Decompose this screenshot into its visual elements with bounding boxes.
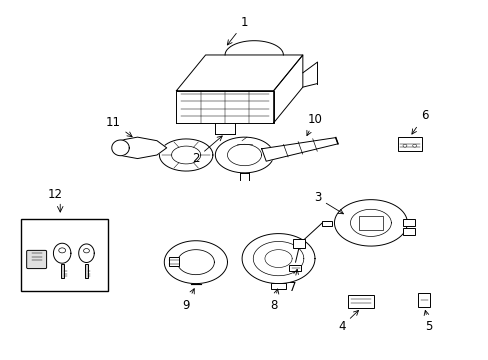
Text: 4: 4	[337, 310, 358, 333]
FancyBboxPatch shape	[358, 216, 382, 230]
Polygon shape	[79, 244, 94, 262]
FancyBboxPatch shape	[417, 293, 429, 307]
Polygon shape	[112, 140, 129, 156]
FancyBboxPatch shape	[21, 219, 108, 291]
Polygon shape	[176, 91, 273, 123]
Text: 8: 8	[269, 289, 278, 311]
Circle shape	[83, 249, 89, 253]
Text: 11: 11	[105, 116, 132, 137]
Polygon shape	[159, 139, 212, 171]
FancyBboxPatch shape	[169, 257, 179, 266]
FancyBboxPatch shape	[85, 264, 88, 278]
Circle shape	[412, 144, 416, 147]
Polygon shape	[118, 137, 166, 158]
FancyBboxPatch shape	[402, 228, 414, 235]
FancyBboxPatch shape	[292, 239, 305, 248]
Polygon shape	[334, 200, 407, 246]
Polygon shape	[53, 243, 71, 263]
Text: 7: 7	[289, 269, 298, 294]
Polygon shape	[273, 55, 302, 123]
Circle shape	[402, 144, 406, 147]
FancyBboxPatch shape	[61, 264, 64, 278]
Text: 12: 12	[47, 188, 62, 201]
Text: 3: 3	[313, 192, 343, 214]
Text: 1: 1	[227, 16, 248, 45]
Text: 5: 5	[423, 310, 432, 333]
Circle shape	[59, 248, 65, 253]
FancyBboxPatch shape	[288, 265, 301, 271]
Polygon shape	[215, 137, 273, 173]
Text: 2: 2	[192, 136, 222, 165]
Polygon shape	[164, 241, 227, 284]
FancyBboxPatch shape	[27, 250, 46, 269]
FancyBboxPatch shape	[402, 219, 414, 226]
FancyBboxPatch shape	[397, 137, 421, 152]
Text: 6: 6	[411, 109, 427, 134]
Text: 9: 9	[182, 289, 194, 311]
FancyBboxPatch shape	[347, 296, 373, 308]
FancyBboxPatch shape	[271, 283, 285, 289]
Text: 10: 10	[306, 113, 322, 136]
Polygon shape	[261, 138, 337, 161]
FancyBboxPatch shape	[322, 221, 331, 226]
Polygon shape	[176, 55, 302, 91]
Polygon shape	[242, 234, 314, 284]
